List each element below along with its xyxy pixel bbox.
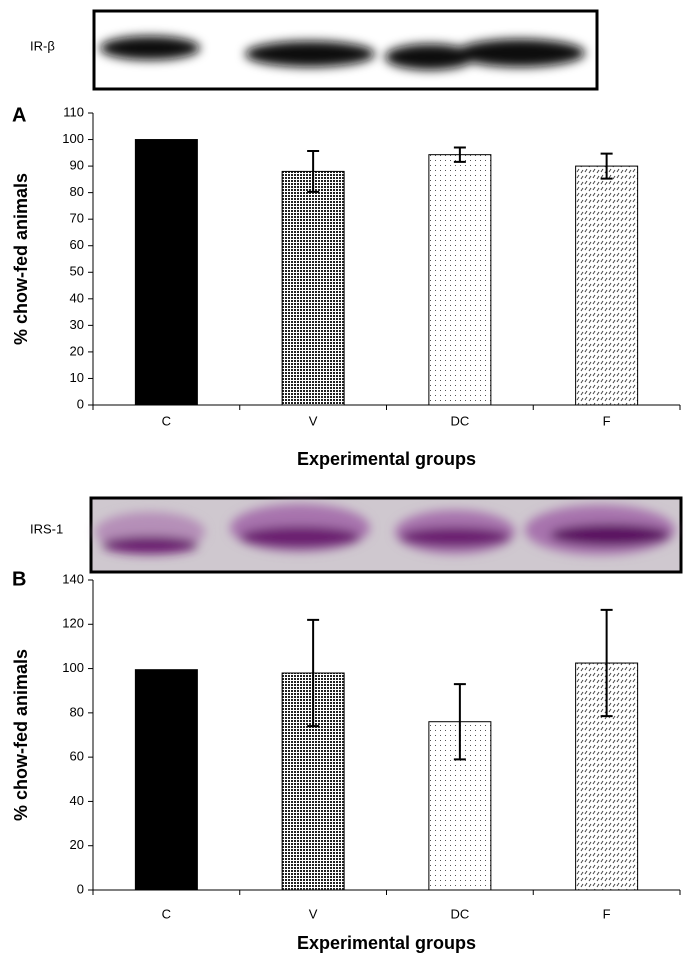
y-tick-label: 60 xyxy=(70,237,84,252)
blot-label: IR-β xyxy=(30,38,55,53)
y-tick-label: 50 xyxy=(70,264,84,279)
y-tick-label: 0 xyxy=(77,881,84,896)
y-axis-label: % chow-fed animals xyxy=(11,649,31,821)
blot-b xyxy=(89,496,683,574)
y-axis-label: % chow-fed animals xyxy=(11,173,31,345)
error-bar xyxy=(600,152,613,180)
x-tick-label: DC xyxy=(450,413,469,428)
y-tick-label: 80 xyxy=(70,704,84,719)
y-tick-label: 100 xyxy=(62,660,84,675)
panel-label: B xyxy=(12,568,26,590)
y-tick-label: 120 xyxy=(62,616,84,631)
y-tick-label: 70 xyxy=(70,211,84,226)
x-tick-label: F xyxy=(603,413,611,428)
bar xyxy=(281,170,345,406)
error-bar xyxy=(453,683,466,761)
y-tick-label: 60 xyxy=(70,749,84,764)
y-tick-label: 20 xyxy=(70,343,84,358)
y-tick-label: 20 xyxy=(70,837,84,852)
bar xyxy=(575,165,639,406)
y-tick-label: 30 xyxy=(70,317,84,332)
blot-label: IRS-1 xyxy=(30,521,63,536)
y-tick-label: 0 xyxy=(77,396,84,411)
x-tick-label: DC xyxy=(450,906,469,921)
y-tick-label: 110 xyxy=(63,104,84,119)
x-tick-label: V xyxy=(309,906,318,921)
blot-a xyxy=(92,9,599,91)
y-tick-label: 100 xyxy=(62,131,84,146)
x-tick-label: V xyxy=(309,413,318,428)
x-tick-label: F xyxy=(603,906,611,921)
bar xyxy=(134,139,198,406)
x-axis-label: Experimental groups xyxy=(297,449,476,469)
error-bar xyxy=(600,608,613,718)
panel-label: A xyxy=(12,104,26,126)
y-tick-label: 90 xyxy=(70,158,84,173)
x-axis-label: Experimental groups xyxy=(297,933,476,953)
error-bar xyxy=(307,618,320,728)
y-tick-label: 140 xyxy=(62,571,84,586)
bar xyxy=(134,669,198,891)
x-tick-label: C xyxy=(162,413,171,428)
bar xyxy=(428,154,492,406)
y-tick-label: 40 xyxy=(70,290,84,305)
y-tick-label: 80 xyxy=(70,184,84,199)
y-tick-label: 40 xyxy=(70,793,84,808)
x-tick-label: C xyxy=(162,906,171,921)
y-tick-label: 10 xyxy=(70,370,84,385)
error-bar xyxy=(453,146,466,163)
error-bar xyxy=(307,149,320,193)
